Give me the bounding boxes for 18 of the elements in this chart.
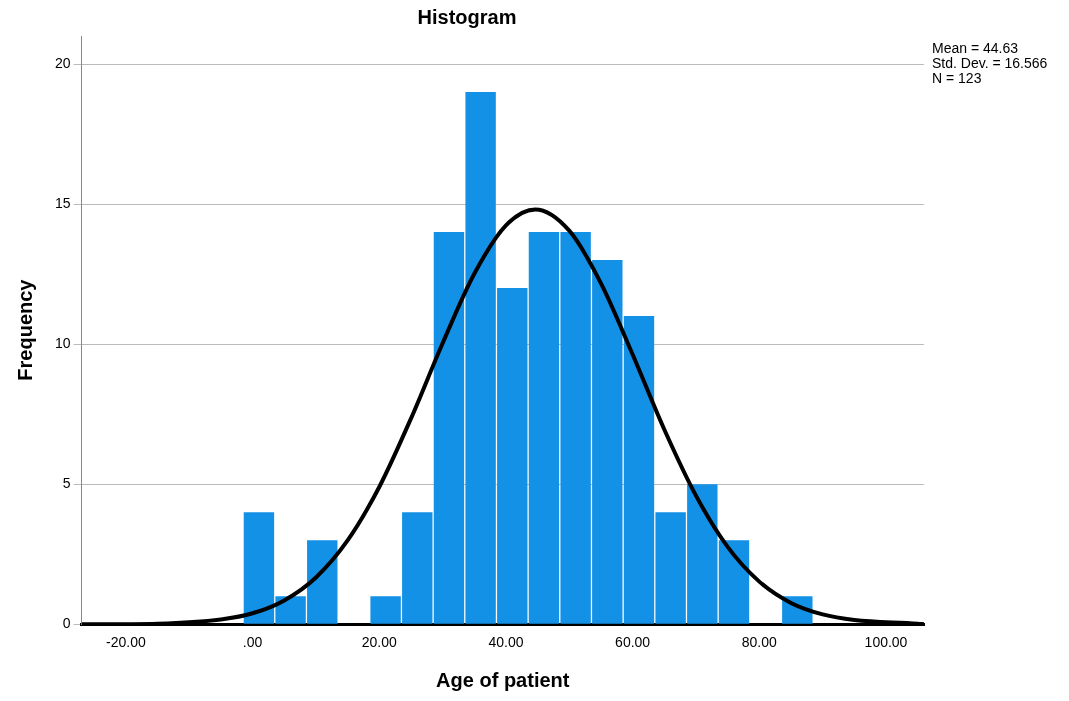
y-tick-label: 15	[54, 194, 71, 211]
x-tick-label: 80.00	[741, 634, 778, 651]
y-tick-label: 5	[62, 475, 71, 492]
chart-title: Histogram	[417, 5, 517, 28]
x-tick-label: 40.00	[488, 634, 524, 651]
text: Mean = 44.63	[932, 39, 1019, 56]
text: N = 123	[932, 69, 982, 86]
y-axis-title: Frequency	[13, 278, 36, 381]
y-tick-label: 20	[54, 54, 71, 71]
y-tick-label: 0	[62, 615, 71, 632]
x-tick-label: 100.00	[864, 634, 908, 651]
x-tick-label: 20.00	[361, 634, 397, 651]
y-tick-label: 10	[54, 334, 71, 351]
text: Std. Dev. = 16.566	[932, 54, 1048, 71]
x-axis-title: Age of patient	[436, 668, 570, 691]
x-tick-label: -20.00	[106, 634, 146, 651]
x-tick-label: 60.00	[615, 634, 651, 651]
x-tick-label: .00	[242, 634, 263, 651]
